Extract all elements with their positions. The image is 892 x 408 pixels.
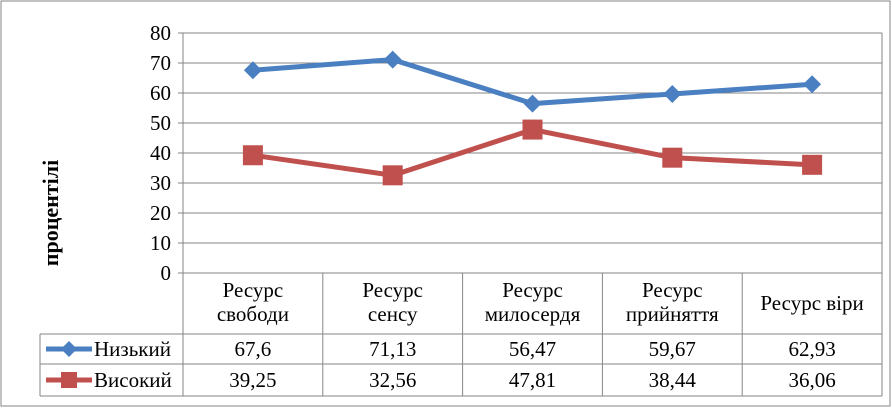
data-table-cell: 62,93 (788, 337, 835, 361)
legend-marker (61, 341, 77, 357)
data-table-cell: 39,25 (229, 368, 276, 392)
category-label: Ресурс віри (760, 291, 863, 315)
category-label: Ресурс (502, 278, 563, 302)
category-label: Ресурс (642, 278, 703, 302)
y-tick-label: 10 (150, 231, 171, 255)
y-tick-label: 20 (150, 201, 171, 225)
y-tick-label: 0 (161, 261, 172, 285)
legend-label: Високий (94, 368, 172, 392)
data-point (242, 145, 263, 166)
category-label: свободи (217, 302, 289, 326)
category-label: сенсу (368, 302, 418, 326)
category-label: Ресурс (223, 278, 284, 302)
data-point (382, 165, 403, 186)
data-point (523, 94, 542, 113)
y-axis-title: процентілі (38, 160, 63, 266)
y-tick-label: 70 (150, 51, 171, 75)
y-tick-label: 30 (150, 171, 171, 195)
data-table-cell: 38,44 (649, 368, 697, 392)
data-table-cell: 71,13 (369, 337, 416, 361)
category-label: Ресурс (362, 278, 423, 302)
legend-label: Низький (94, 337, 171, 361)
data-table-cell: 67,6 (235, 337, 272, 361)
data-table-cell: 47,81 (509, 368, 556, 392)
data-table-cell: 36,06 (788, 368, 835, 392)
data-point (803, 75, 822, 94)
data-table-cell: 59,67 (649, 337, 696, 361)
plot-area (242, 50, 823, 186)
y-tick-label: 60 (150, 81, 171, 105)
y-tick-label: 80 (150, 21, 171, 45)
data-point (243, 61, 262, 80)
data-point (383, 50, 402, 69)
data-table-cell: 56,47 (509, 337, 556, 361)
legend-marker (61, 372, 77, 388)
data-point (663, 84, 682, 103)
data-point (802, 154, 823, 175)
data-table-cell: 32,56 (369, 368, 416, 392)
y-tick-label: 50 (150, 111, 171, 135)
y-tick-label: 40 (150, 141, 171, 165)
category-label: милосердя (485, 302, 581, 326)
data-point (662, 147, 683, 168)
data-point (522, 119, 543, 140)
category-label: прийняття (626, 302, 719, 326)
y-axis-ticks: 0 10 20 30 40 50 60 70 80 (150, 21, 171, 285)
data-table: РесурссвободиРесурссенсуРесурсмилосердяР… (39, 272, 883, 397)
